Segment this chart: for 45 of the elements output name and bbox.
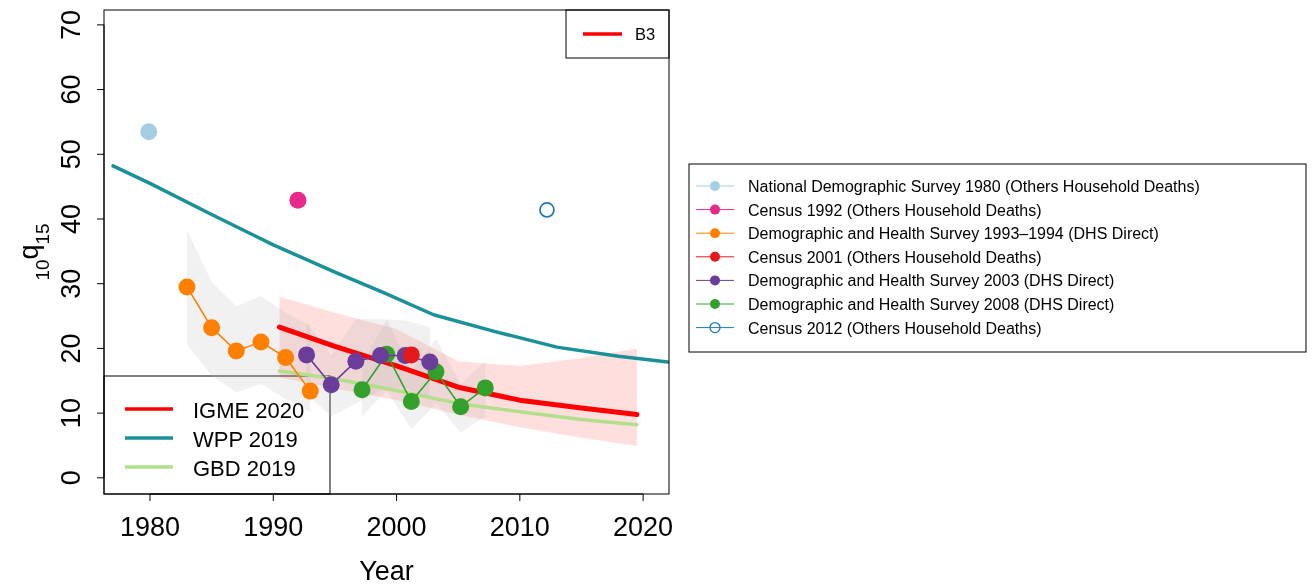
legend-label: Demographic and Health Survey 2008 (DHS Direct) [748, 296, 1115, 313]
x-tick-label: 2010 [489, 512, 550, 542]
point [421, 353, 439, 371]
y-tick-label: 60 [56, 74, 86, 105]
point [402, 346, 420, 364]
legend-label: Census 2012 (Others Household Deaths) [748, 319, 1042, 337]
legend-label: Census 1992 (Others Household Deaths) [748, 201, 1042, 219]
legend-label: IGME 2020 [193, 398, 305, 423]
x-tick-label: 1980 [119, 512, 181, 542]
legend-label: WPP 2019 [193, 427, 298, 452]
y-tick-label: 0 [56, 470, 86, 486]
x-tick-label: 1990 [243, 512, 304, 542]
legend-label: Census 2001 (Others Household Deaths) [748, 248, 1042, 266]
point [347, 352, 365, 370]
x-tick-label: 2000 [366, 512, 427, 542]
legend-label: National Demographic Survey 1980 (Others Household Deaths) [748, 178, 1200, 195]
point [227, 342, 245, 360]
y-tick-label: 20 [56, 333, 86, 364]
point [277, 348, 295, 366]
line-series [111, 164, 669, 364]
point [298, 346, 316, 364]
point [452, 398, 470, 416]
point [252, 333, 270, 351]
legend-label: GBD 2019 [193, 456, 296, 481]
point [178, 278, 196, 296]
y-tick-label: 40 [56, 203, 86, 235]
point [402, 392, 420, 410]
point [353, 381, 371, 399]
y-tick-label: 10 [56, 398, 86, 429]
y-tick-label: 30 [56, 268, 86, 299]
point [372, 347, 390, 365]
point [476, 379, 494, 397]
point [203, 319, 221, 337]
legend-label: Demographic and Health Survey 1993–1994 (DHS Direct) [748, 225, 1159, 243]
point [301, 382, 319, 400]
legend-label: Demographic and Health Survey 2003 (DHS Direct) [748, 272, 1115, 290]
y-tick-label: 50 [56, 139, 86, 170]
annotation: B3 [635, 25, 656, 43]
x-axis-title: Year [359, 556, 414, 586]
x-tick-label: 2020 [613, 512, 674, 542]
point [539, 202, 555, 218]
point [322, 376, 340, 394]
point [289, 191, 307, 209]
point [140, 123, 158, 141]
y-tick-label: 70 [56, 9, 86, 40]
